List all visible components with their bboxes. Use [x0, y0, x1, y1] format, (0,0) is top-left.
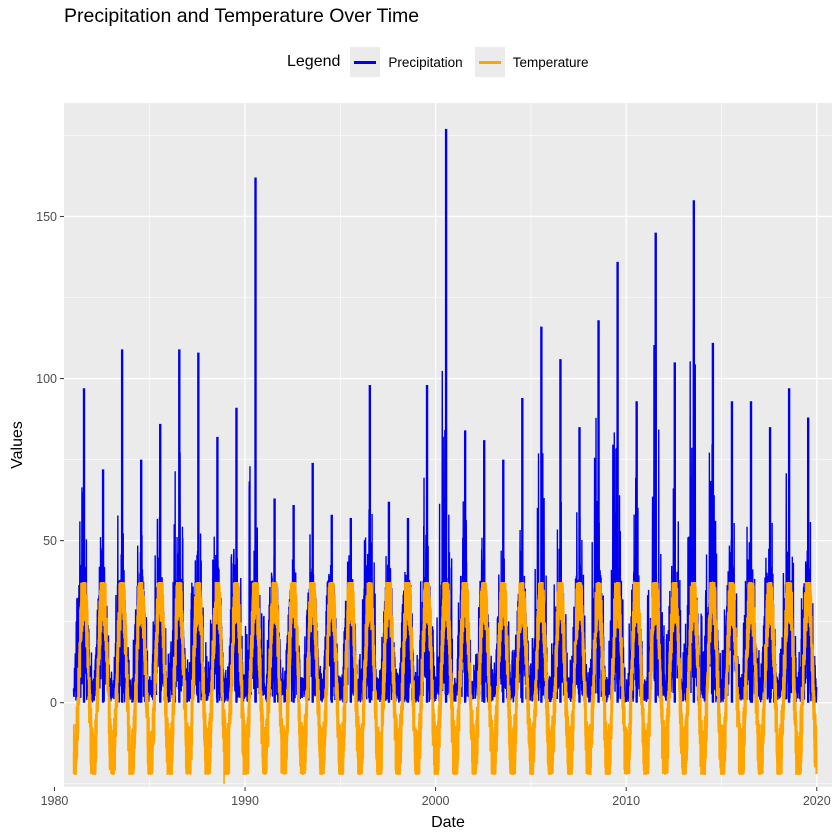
y-tick-label: 100: [36, 372, 57, 386]
temperature-line: [72, 580, 818, 784]
chart-title: Precipitation and Temperature Over Time: [64, 5, 420, 27]
legend-key-precipitation: [350, 47, 381, 77]
legend: Legend Precipitation Temperature: [287, 46, 600, 78]
x-tick-label: 1990: [231, 794, 259, 808]
legend-label-precipitation: Precipitation: [388, 54, 463, 70]
x-axis-title: Date: [431, 814, 465, 831]
axes: 1980 1990 2000 2010 2020 0 50 100 150: [36, 210, 831, 808]
x-tick-label: 2020: [803, 794, 831, 808]
legend-label-temperature: Temperature: [512, 54, 589, 70]
legend-key-temperature: [474, 47, 505, 77]
y-tick-label: 50: [43, 534, 57, 548]
y-axis-title: Values: [9, 421, 26, 469]
x-tick-label: 1980: [41, 794, 69, 808]
y-tick-label: 0: [50, 696, 57, 710]
x-tick-label: 2000: [422, 794, 450, 808]
series-temperature: [72, 580, 818, 784]
x-tick-label: 2010: [612, 794, 640, 808]
legend-title: Legend: [287, 53, 341, 70]
y-tick-label: 150: [36, 210, 57, 224]
